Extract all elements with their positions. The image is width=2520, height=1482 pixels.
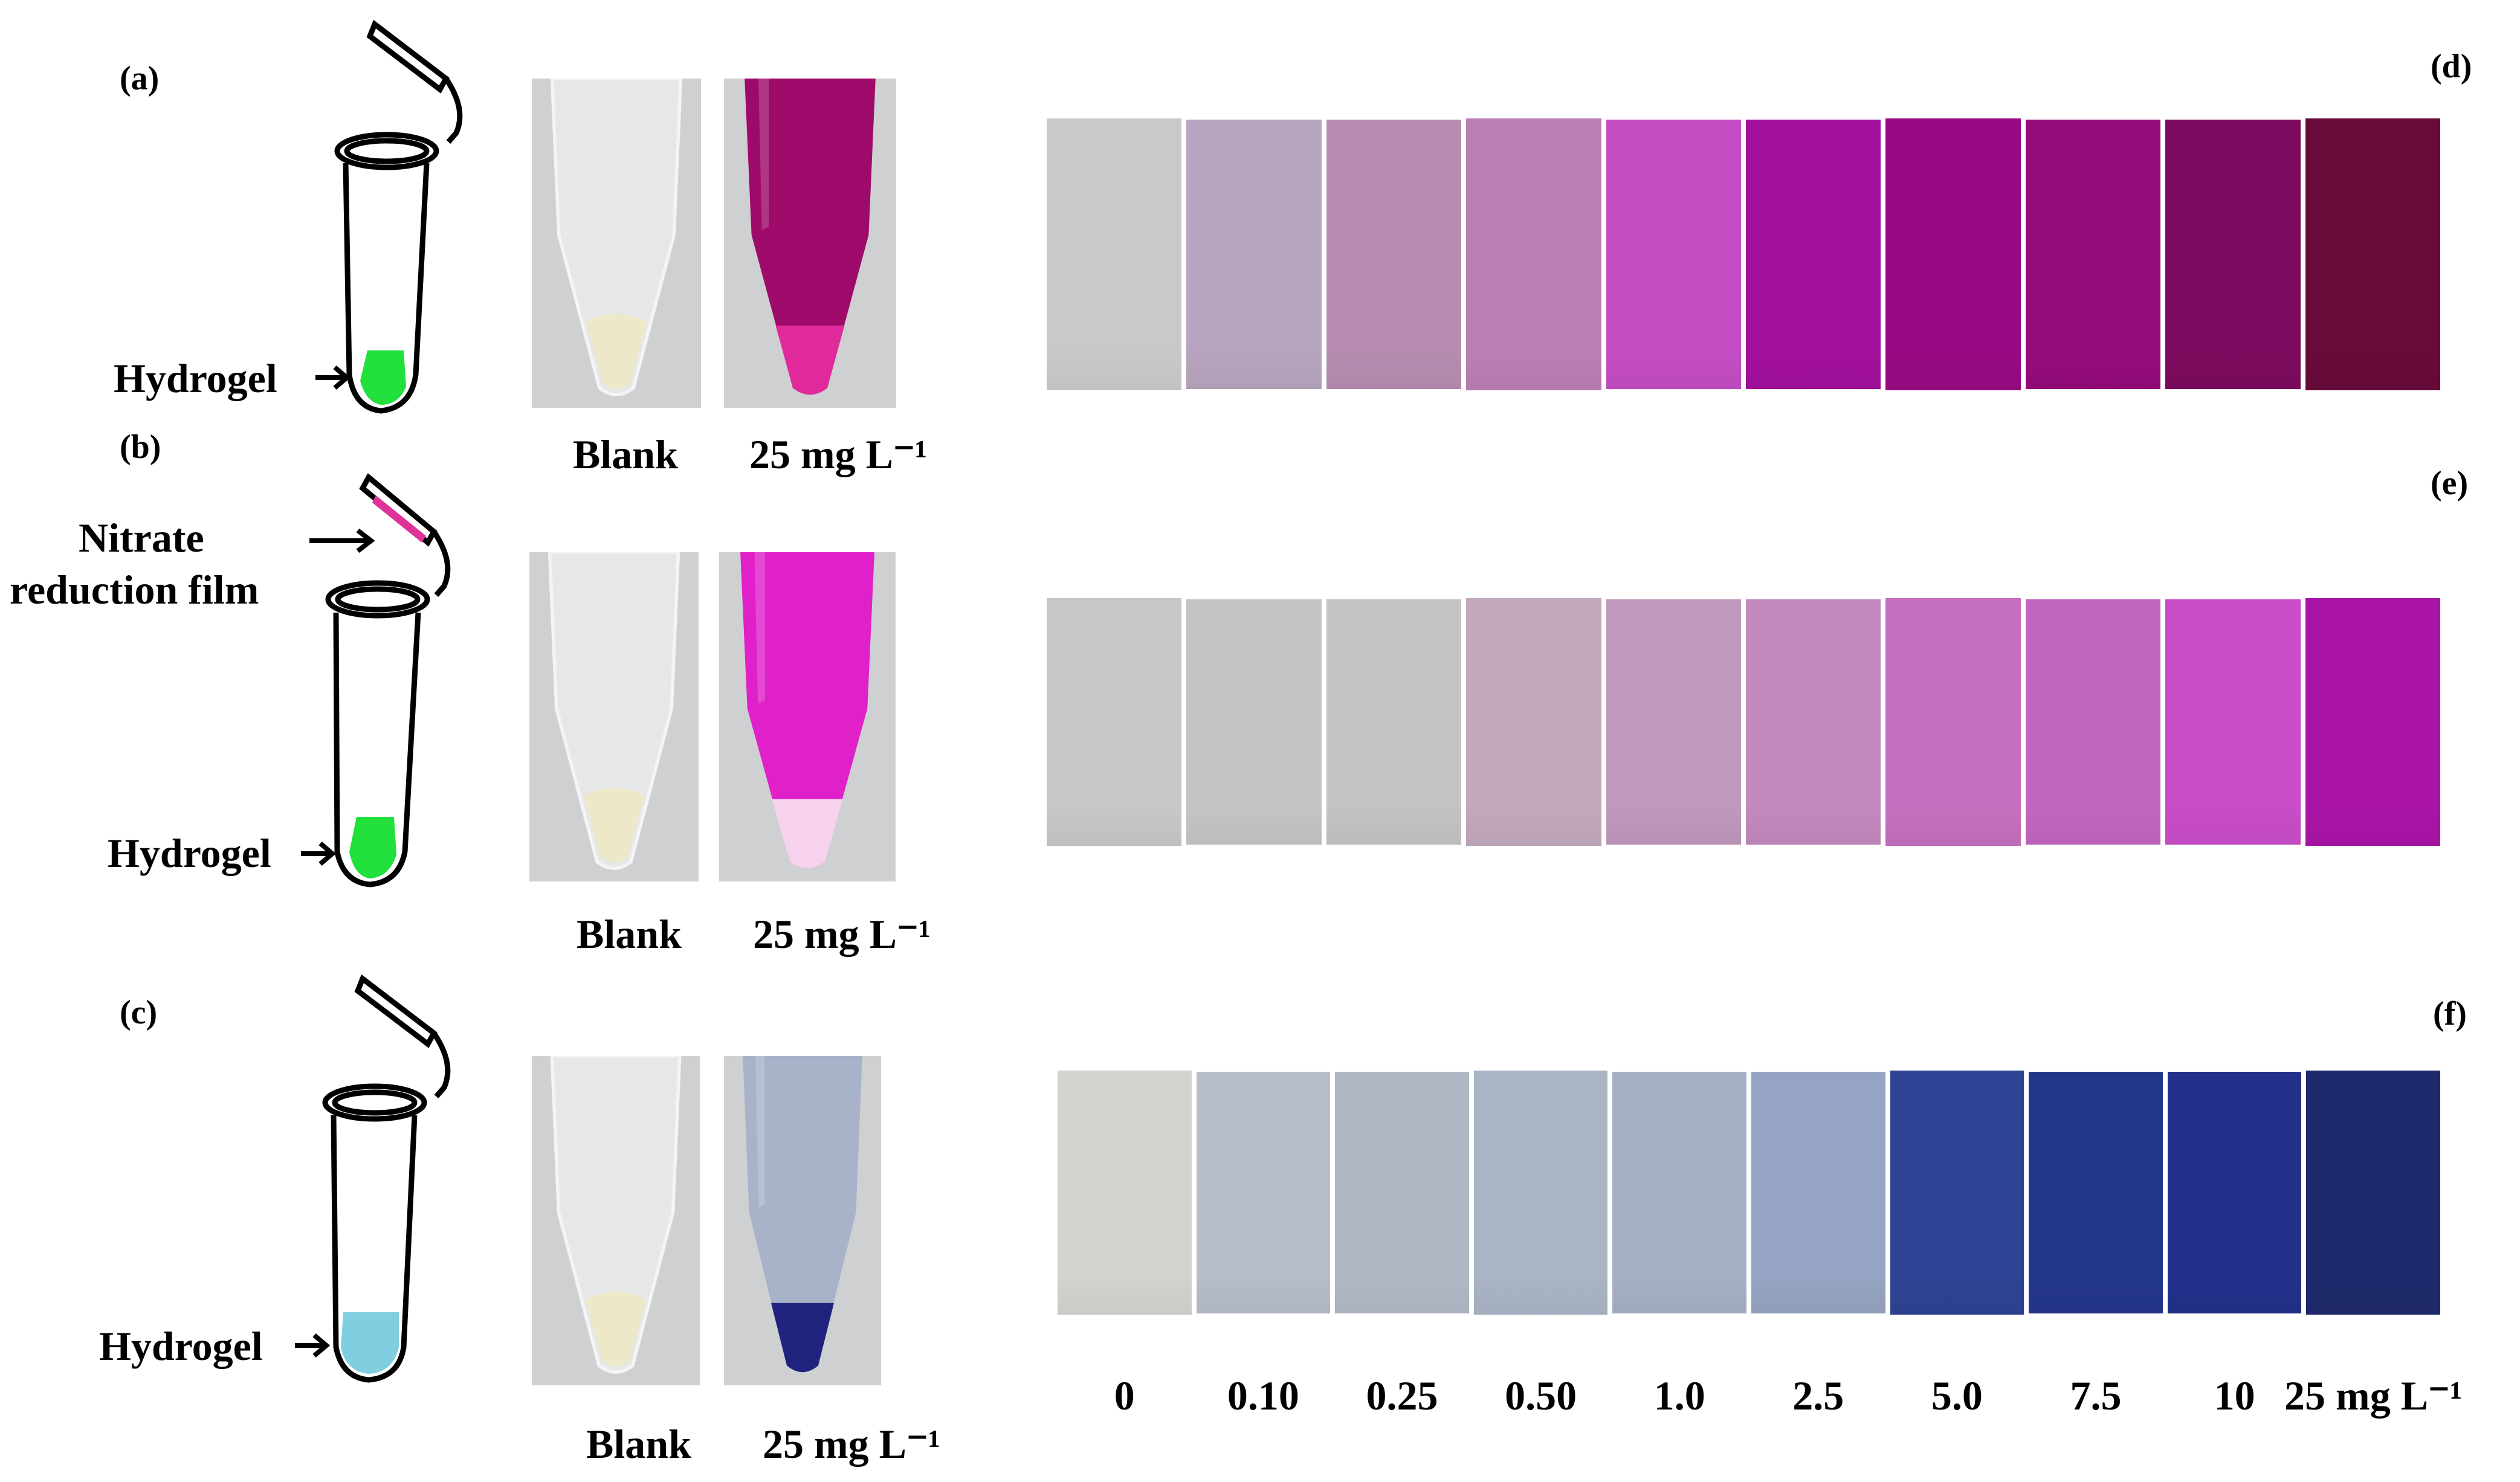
color-swatch-e-8 bbox=[2165, 599, 2301, 845]
concentration-label-3: 0.50 bbox=[1505, 1373, 1577, 1419]
arrow-icon bbox=[315, 365, 351, 390]
concentration-label-1: 0.10 bbox=[1227, 1373, 1299, 1419]
color-swatch-d-8 bbox=[2165, 120, 2301, 389]
photo-sample-b bbox=[719, 552, 896, 881]
concentration-label-2: 0.25 bbox=[1366, 1373, 1438, 1419]
color-swatch-e-9 bbox=[2305, 598, 2440, 846]
strip-row-f bbox=[1058, 1071, 2440, 1315]
hydrogel-label-a: Hydrogel bbox=[114, 355, 277, 401]
color-swatch-f-2 bbox=[1335, 1072, 1469, 1313]
concentration-label-4: 1.0 bbox=[1653, 1373, 1705, 1419]
concentration-label-6: 5.0 bbox=[1931, 1373, 1983, 1419]
color-swatch-d-2 bbox=[1326, 120, 1462, 389]
photo-blank-a bbox=[532, 79, 701, 408]
hydrogel-label-b: Hydrogel bbox=[108, 830, 271, 876]
photo-sample-c bbox=[724, 1056, 881, 1385]
concentration-label-9: 25 mg L⁻¹ bbox=[2284, 1373, 2463, 1419]
photo-blank-b bbox=[529, 552, 699, 881]
blank-caption-b: Blank bbox=[577, 911, 682, 957]
arrow-icon bbox=[295, 1333, 331, 1358]
color-swatch-d-9 bbox=[2305, 118, 2440, 390]
panel-label-f: (f) bbox=[2433, 995, 2467, 1033]
color-swatch-f-5 bbox=[1751, 1072, 1885, 1313]
tube-schematic-c bbox=[322, 974, 451, 1383]
color-swatch-d-0 bbox=[1047, 118, 1182, 390]
color-swatch-f-3 bbox=[1473, 1071, 1608, 1315]
sample-caption-b: 25 mg L⁻¹ bbox=[753, 911, 931, 957]
panel-label-e: (e) bbox=[2431, 465, 2469, 502]
color-swatch-e-0 bbox=[1047, 598, 1182, 846]
panel-label-c: (c) bbox=[120, 994, 158, 1031]
strip-row-e bbox=[1047, 598, 2440, 846]
blank-caption-a: Blank bbox=[573, 431, 678, 477]
tube-schematic-a bbox=[334, 19, 463, 414]
concentration-label-5: 2.5 bbox=[1792, 1373, 1844, 1419]
panel-label-d: (d) bbox=[2431, 48, 2472, 85]
arrow-icon bbox=[309, 528, 375, 553]
blank-caption-c: Blank bbox=[586, 1421, 691, 1467]
color-swatch-f-4 bbox=[1612, 1072, 1746, 1313]
color-swatch-d-7 bbox=[2025, 120, 2161, 389]
color-swatch-e-5 bbox=[1746, 599, 1881, 845]
panel-label-b: (b) bbox=[120, 428, 161, 466]
reduction-film bbox=[372, 495, 426, 543]
film-label-line2: reduction film bbox=[10, 567, 259, 613]
panel-label-a: (a) bbox=[120, 60, 160, 97]
tube-schematic-b bbox=[325, 473, 451, 888]
arrow-icon bbox=[301, 841, 337, 866]
film-label-line1: Nitrate bbox=[79, 515, 204, 561]
color-swatch-e-4 bbox=[1606, 599, 1741, 845]
color-swatch-e-3 bbox=[1466, 598, 1601, 846]
color-swatch-f-8 bbox=[2167, 1072, 2302, 1313]
color-swatch-f-6 bbox=[1890, 1071, 2024, 1315]
photo-blank-c bbox=[532, 1056, 700, 1385]
hydrogel-fill-b bbox=[349, 817, 396, 878]
concentration-label-0: 0 bbox=[1114, 1373, 1135, 1419]
hydrogel-fill-c bbox=[341, 1312, 399, 1374]
sample-caption-c: 25 mg L⁻¹ bbox=[763, 1421, 941, 1467]
color-swatch-d-1 bbox=[1186, 120, 1322, 389]
photo-sample-a bbox=[724, 79, 896, 408]
color-swatch-d-6 bbox=[1885, 118, 2021, 390]
color-swatch-f-1 bbox=[1196, 1072, 1331, 1313]
color-swatch-d-5 bbox=[1746, 120, 1881, 389]
color-swatch-e-7 bbox=[2025, 599, 2161, 845]
color-swatch-e-6 bbox=[1885, 598, 2021, 846]
concentration-label-8: 10 bbox=[2214, 1373, 2255, 1419]
strip-row-d bbox=[1047, 118, 2440, 390]
hydrogel-fill-a bbox=[360, 350, 406, 405]
concentration-label-7: 7.5 bbox=[2070, 1373, 2122, 1419]
hydrogel-label-c: Hydrogel bbox=[99, 1323, 263, 1369]
color-swatch-d-3 bbox=[1466, 118, 1601, 390]
color-swatch-d-4 bbox=[1606, 120, 1741, 389]
color-swatch-e-2 bbox=[1326, 599, 1462, 845]
sample-caption-a: 25 mg L⁻¹ bbox=[749, 431, 928, 477]
color-swatch-f-7 bbox=[2029, 1072, 2163, 1313]
color-swatch-f-0 bbox=[1058, 1071, 1192, 1315]
color-swatch-e-1 bbox=[1186, 599, 1322, 845]
color-swatch-f-9 bbox=[2306, 1071, 2440, 1315]
